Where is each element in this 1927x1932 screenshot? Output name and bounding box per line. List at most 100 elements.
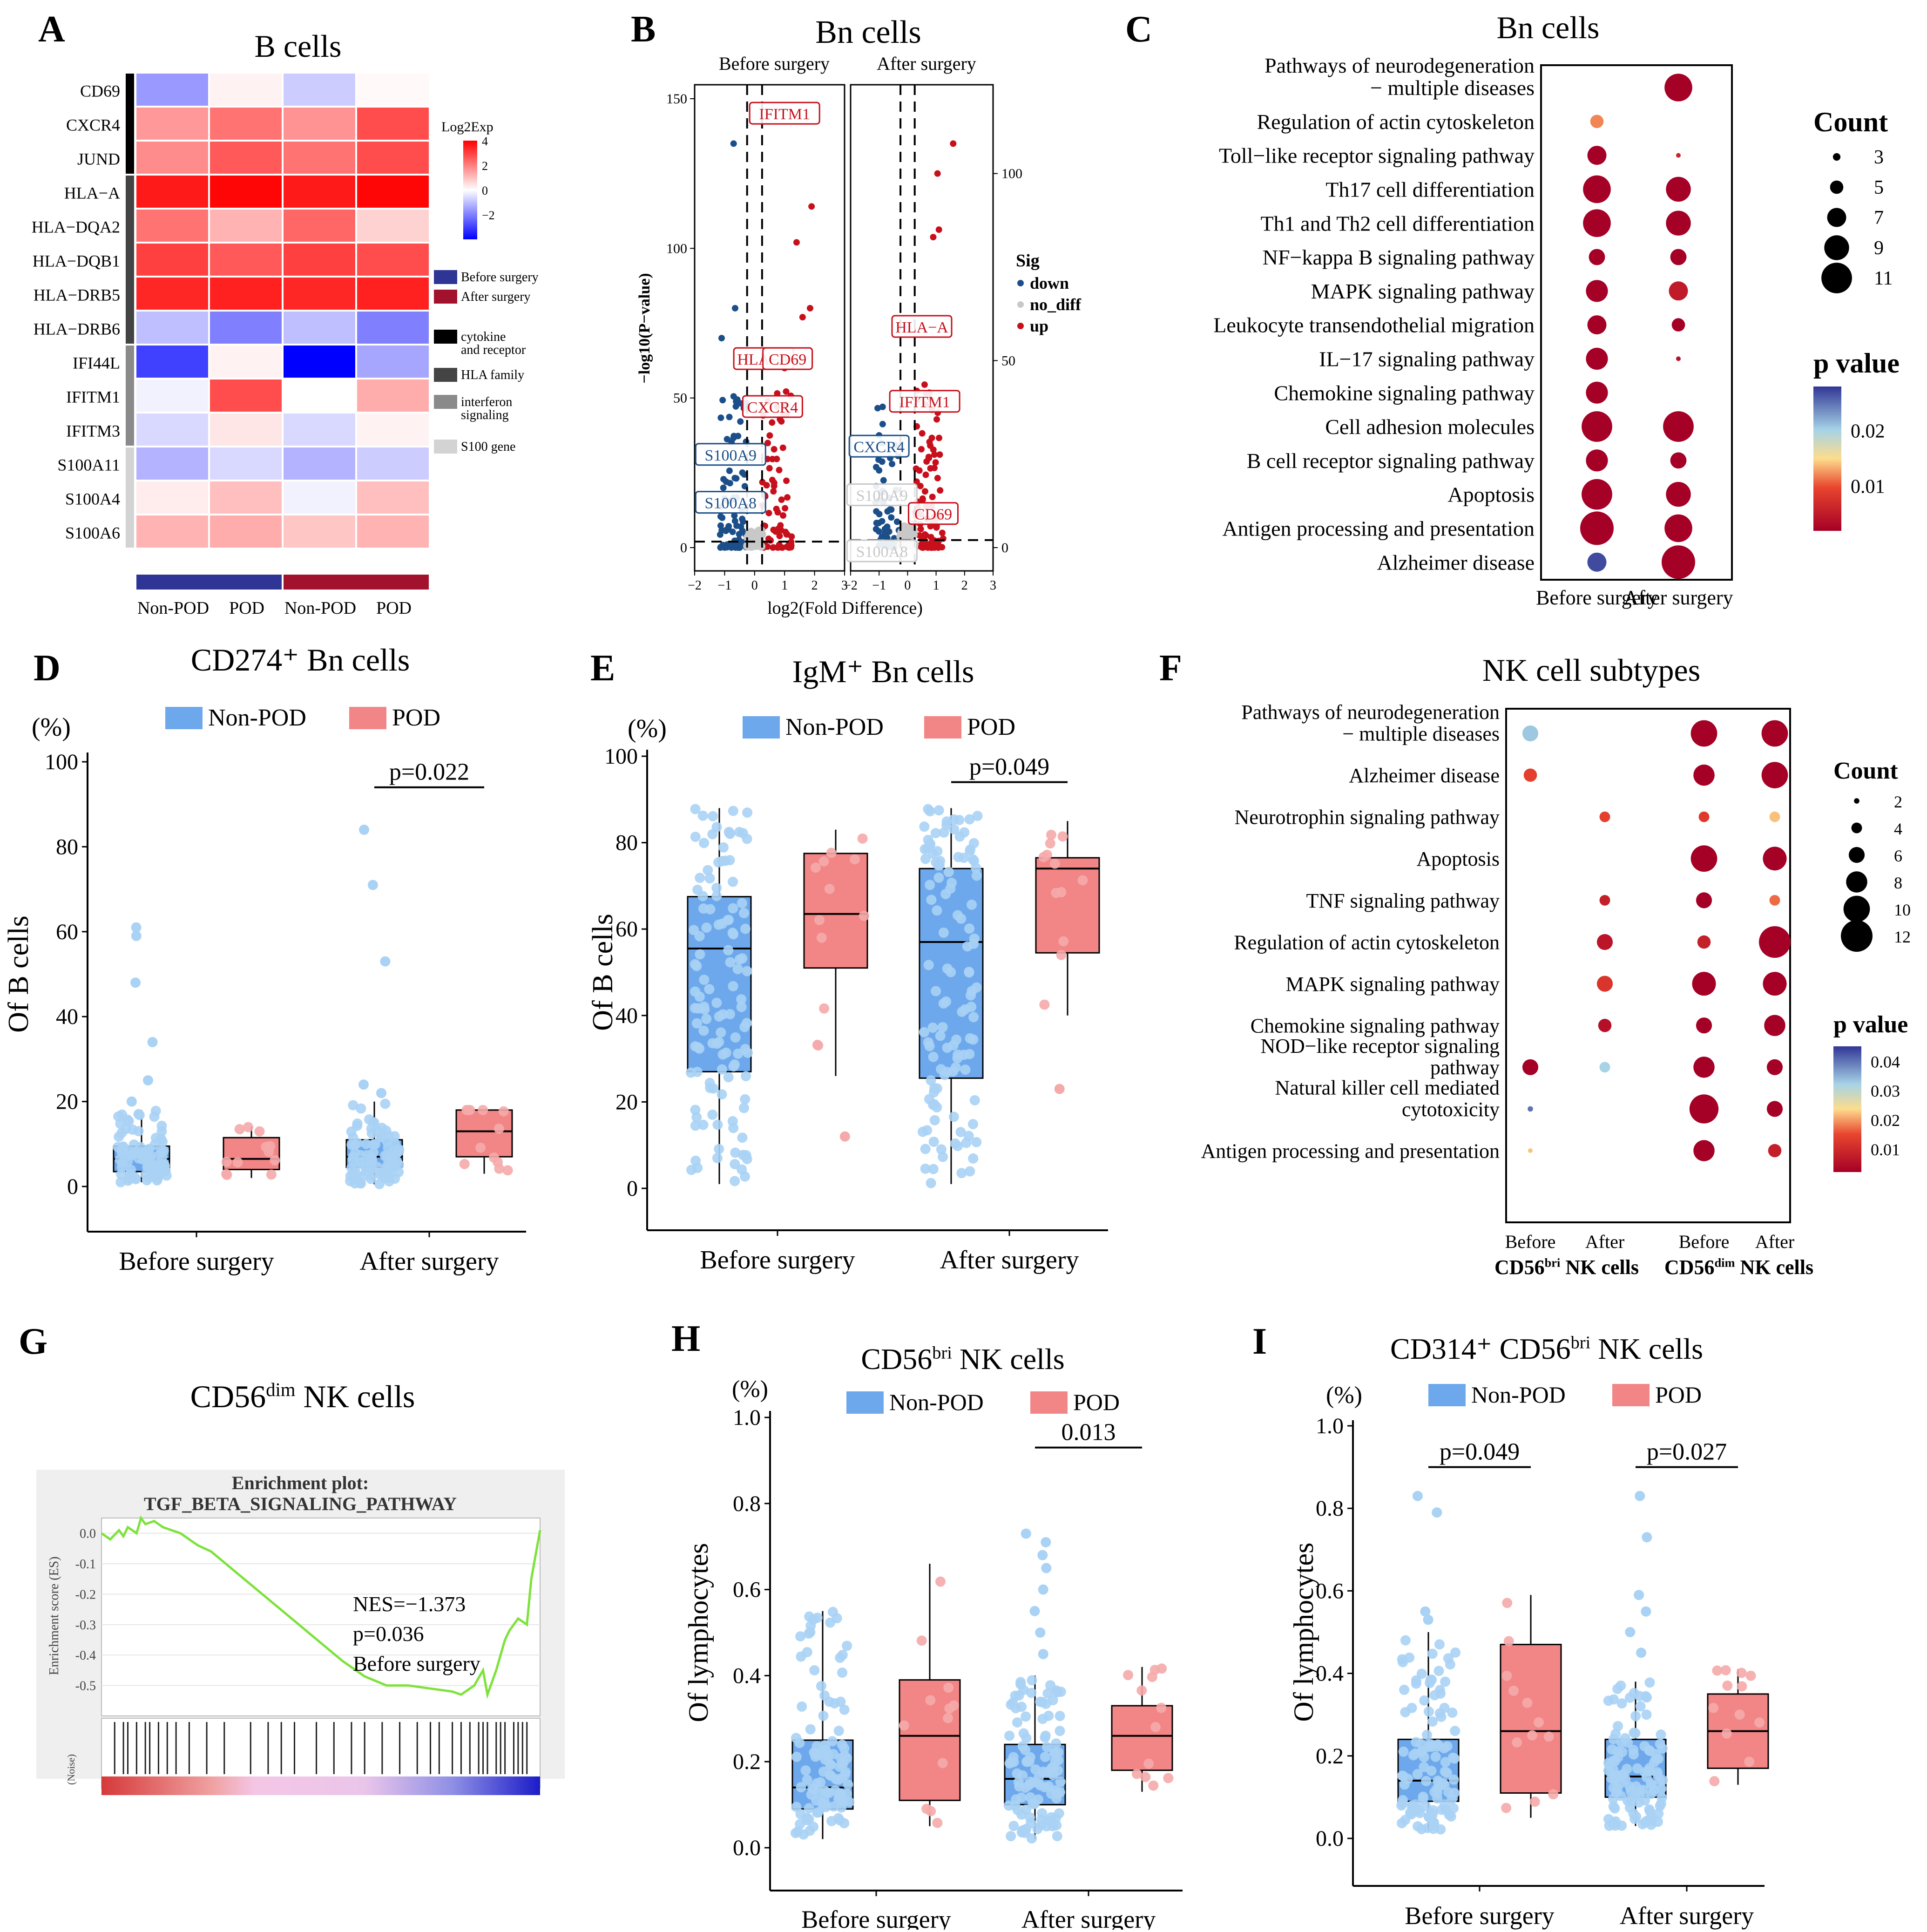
boxplot-title: CD314⁺ CD56bri NK cells [1390,1332,1703,1365]
y-axis-label: Of B cells [3,915,34,1032]
x-tick-label: 2 [961,578,968,593]
data-point [703,865,713,875]
heatmap-cell [136,414,208,446]
y-tick-label: 0.6 [1316,1579,1344,1603]
subplot-title: Before surgery [719,53,830,74]
data-point [810,1751,821,1762]
legend-swatch [434,290,457,304]
x-axis-label: log2(Fold Difference) [767,598,923,618]
data-point [938,927,949,938]
data-point [1058,936,1069,947]
gsea-plot-title: Enrichment plot: [232,1472,369,1493]
data-point [1712,1665,1723,1676]
panel-letter-h: H [671,1318,701,1359]
data-point [804,1611,815,1622]
volcano-point [765,509,772,516]
pathway-label: Neurotrophin signaling pathway [1235,806,1500,829]
data-point [140,1169,151,1180]
es-frame [101,1518,541,1716]
data-point [1051,1738,1062,1749]
pathway-dot [1671,318,1685,332]
pathway-label: Chemokine signaling pathway [1274,381,1535,405]
pathway-dot [1690,720,1717,747]
data-point [1397,1770,1407,1781]
y-tick-label: 0 [627,1176,638,1201]
data-point [1039,1782,1050,1793]
data-point [920,1144,931,1154]
data-point [694,991,705,1002]
data-point [704,1078,715,1088]
outlier-point [1420,1606,1431,1617]
volcano-point [927,534,934,541]
group-label-bri: CD56bri NK cells [1494,1256,1639,1279]
data-point [927,1022,938,1033]
volcano-point [769,455,776,462]
data-point [795,1809,806,1819]
count-legend-dot [1821,263,1852,293]
volcano-point [719,397,726,404]
pathway-label: TNF signaling pathway [1306,889,1500,912]
data-point [946,967,956,977]
data-point [254,1126,265,1137]
volcano-point [934,475,941,481]
data-point [818,856,829,867]
pathway-dot [1666,176,1691,202]
data-point [221,1157,232,1167]
volcano-point [766,465,773,472]
data-point [1397,1798,1408,1809]
data-point [948,814,959,825]
gene-label-box [846,483,918,507]
data-point [1008,1752,1019,1763]
count-legend-title: Count [1813,107,1888,137]
heatmap-cell [210,414,282,446]
data-point [1644,1745,1655,1756]
data-point [1398,1746,1409,1757]
gsea-title: CD56dim NK cells [190,1379,415,1414]
panel-letter-g: G [19,1321,48,1362]
column-label: Before surgery [1536,586,1658,609]
data-point [1077,875,1088,886]
legend-swatch [434,440,457,454]
data-point [1522,1697,1533,1708]
data-point [711,882,722,893]
pathway-label: B cell receptor signaling pathway [1247,449,1535,473]
data-point [1744,1756,1755,1767]
data-point [728,806,738,816]
data-point [930,828,941,839]
count-legend-label: 11 [1874,268,1893,289]
row-group-bar [126,346,134,446]
boxplot-title: CD274⁺ Bn cells [191,643,410,678]
volcano-point [739,518,746,525]
volcano-point [720,484,727,491]
data-point [1042,1816,1053,1826]
data-point [1529,1796,1540,1807]
x-tick-label: −1 [872,578,886,593]
data-point [1056,949,1067,960]
data-point [1754,1717,1765,1728]
data-point [822,1787,832,1798]
data-point [1163,1773,1174,1783]
legend-tick: −2 [482,209,495,222]
y-tick-label: 50 [1001,353,1015,368]
volcano-point [730,393,737,400]
outlier-point [1041,1537,1051,1547]
data-point [266,1169,277,1180]
data-point [1021,1733,1032,1743]
data-point [943,1682,954,1693]
volcano-point [918,544,925,551]
pathway-label: Regulation of actin cytoskeleton [1257,110,1535,134]
data-point [159,1159,169,1169]
data-point [393,1167,404,1178]
volcano-point [950,140,957,147]
data-point [711,1038,722,1049]
data-point [1629,1814,1640,1824]
outlier-point [147,1037,158,1047]
data-point [1406,1809,1417,1820]
legend-label: POD [967,714,1015,740]
y-tick-label: 20 [615,1090,638,1114]
pathway-dot [1670,249,1687,265]
data-point [1057,831,1068,842]
data-point [939,827,949,838]
data-point [928,1136,939,1147]
volcano-point [717,522,724,529]
